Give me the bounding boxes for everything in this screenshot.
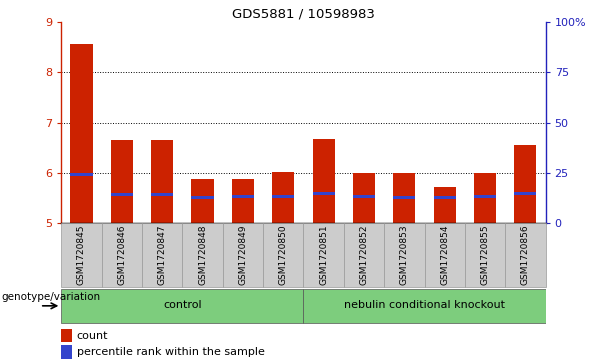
Bar <box>424 223 465 287</box>
Bar <box>223 223 263 287</box>
Bar <box>313 192 335 195</box>
Bar <box>433 196 456 199</box>
Bar <box>70 44 93 223</box>
Text: control: control <box>163 300 202 310</box>
Text: percentile rank within the sample: percentile rank within the sample <box>77 347 265 357</box>
Bar <box>191 196 214 199</box>
Bar <box>142 223 183 287</box>
Bar <box>344 223 384 287</box>
Bar <box>61 329 72 342</box>
Bar <box>393 196 416 199</box>
Bar <box>303 289 546 323</box>
Bar <box>393 174 416 223</box>
Bar <box>232 195 254 198</box>
Bar <box>272 195 294 198</box>
Text: GSM1720845: GSM1720845 <box>77 225 86 285</box>
Bar <box>384 223 425 287</box>
Bar <box>272 172 294 223</box>
Text: GSM1720853: GSM1720853 <box>400 225 409 285</box>
Title: GDS5881 / 10598983: GDS5881 / 10598983 <box>232 8 375 21</box>
Text: GSM1720854: GSM1720854 <box>440 225 449 285</box>
Text: GSM1720849: GSM1720849 <box>238 225 248 285</box>
Bar <box>514 145 536 223</box>
Bar <box>232 179 254 223</box>
Text: GSM1720848: GSM1720848 <box>198 225 207 285</box>
Bar <box>61 289 303 323</box>
Bar <box>111 140 133 223</box>
Bar <box>303 223 344 287</box>
Text: GSM1720851: GSM1720851 <box>319 225 328 285</box>
Bar <box>183 223 223 287</box>
Bar <box>465 223 505 287</box>
Bar <box>191 179 214 223</box>
Bar <box>70 174 93 176</box>
Bar <box>102 223 142 287</box>
Bar <box>151 140 173 223</box>
Bar <box>353 174 375 223</box>
Bar <box>61 345 72 359</box>
Text: GSM1720850: GSM1720850 <box>279 225 287 285</box>
Text: GSM1720856: GSM1720856 <box>521 225 530 285</box>
Bar <box>111 192 133 196</box>
Text: genotype/variation: genotype/variation <box>1 292 101 302</box>
Bar <box>474 195 496 198</box>
Text: nebulin conditional knockout: nebulin conditional knockout <box>344 300 505 310</box>
Text: GSM1720847: GSM1720847 <box>158 225 167 285</box>
Bar <box>433 187 456 223</box>
Bar <box>505 223 546 287</box>
Bar <box>514 192 536 195</box>
Text: GSM1720855: GSM1720855 <box>481 225 490 285</box>
Bar <box>353 195 375 198</box>
Bar <box>61 223 102 287</box>
Text: GSM1720852: GSM1720852 <box>359 225 368 285</box>
Bar <box>313 139 335 223</box>
Bar <box>263 223 303 287</box>
Bar <box>474 174 496 223</box>
Text: GSM1720846: GSM1720846 <box>117 225 126 285</box>
Bar <box>151 192 173 196</box>
Text: count: count <box>77 331 109 340</box>
